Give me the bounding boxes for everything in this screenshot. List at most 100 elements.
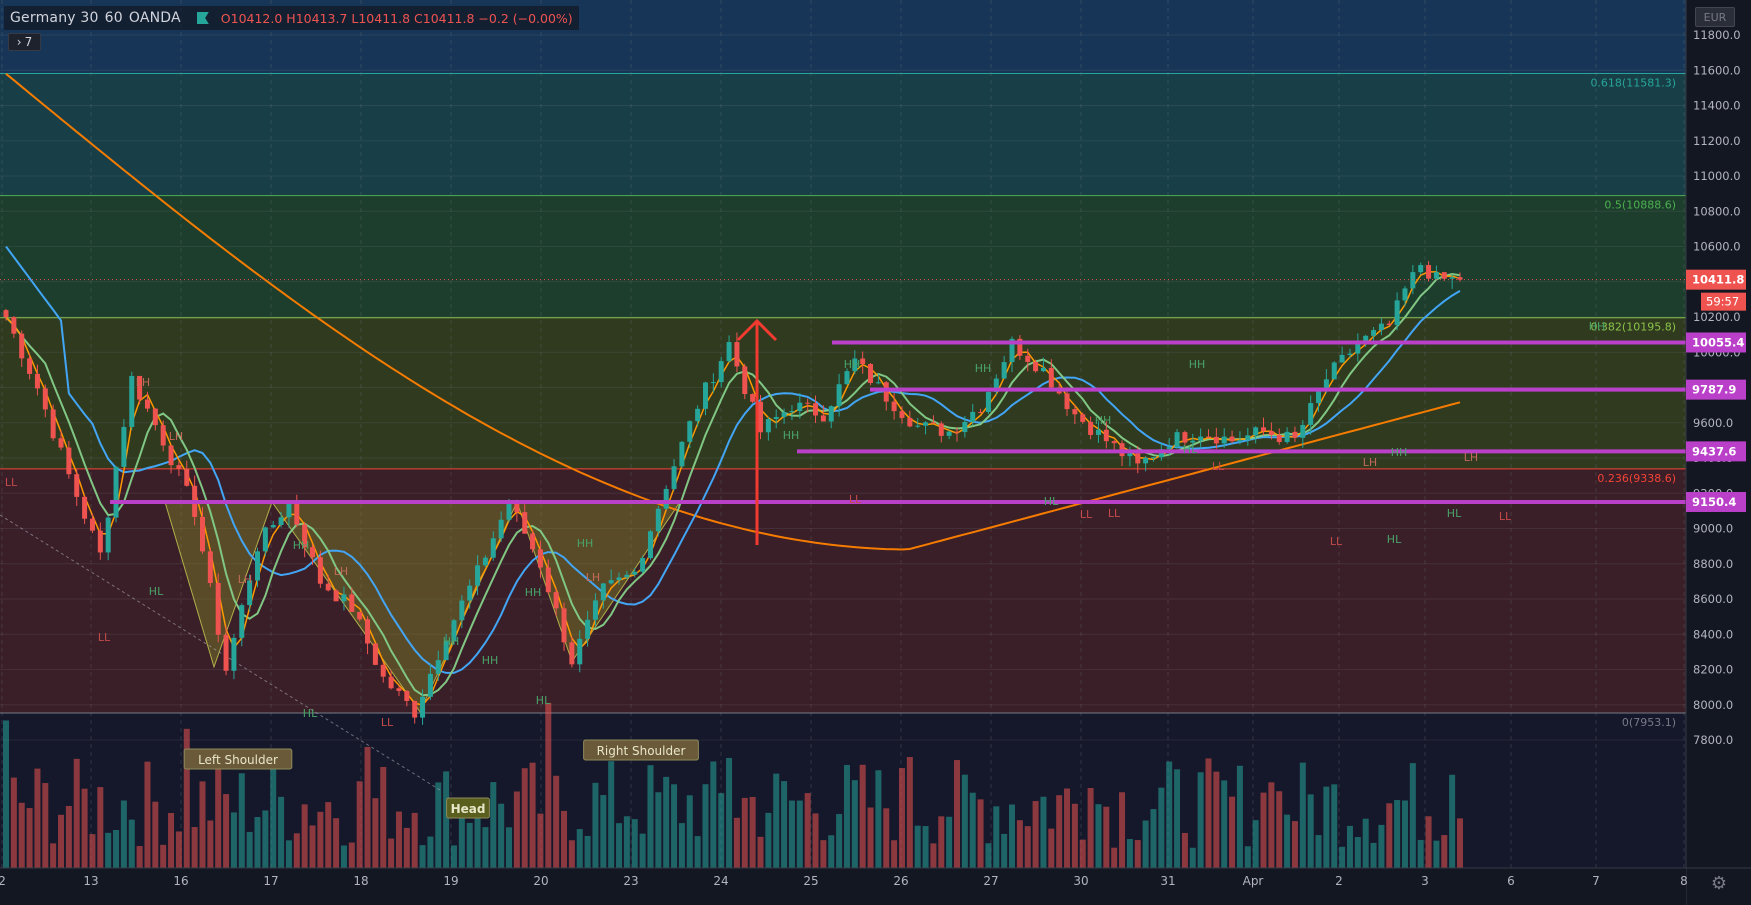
volume-bar [694, 836, 701, 868]
candle-body [1386, 323, 1392, 326]
currency-button[interactable]: EUR [1695, 7, 1735, 27]
candle-body [1205, 436, 1211, 438]
candle-body [199, 516, 205, 552]
volume-bar [128, 819, 135, 868]
swing-label: HH [1095, 414, 1112, 427]
time-label: 17 [263, 874, 278, 888]
volume-bar [1354, 837, 1361, 868]
time-label: 30 [1073, 874, 1088, 888]
volume-bar [1307, 794, 1314, 868]
volume-bar [1229, 796, 1236, 868]
candle-body [836, 384, 842, 407]
price-tick: 8000.0 [1693, 698, 1733, 712]
candle-body [1009, 338, 1015, 363]
chevron-right-icon: › [16, 35, 22, 49]
volume-bar [97, 787, 104, 868]
target-arrow [736, 318, 778, 545]
candle-body [137, 375, 143, 400]
price-tick: 11600.0 [1693, 63, 1741, 77]
candle-body [616, 577, 622, 581]
time-label: 8 [1680, 874, 1688, 888]
volume-bar [285, 840, 292, 868]
volume-bar [482, 827, 489, 868]
candle-body [797, 402, 803, 412]
volume-bar [34, 768, 41, 868]
volume-bar [58, 814, 65, 868]
candle-body [545, 567, 551, 593]
candle-body [286, 501, 292, 518]
candle-body [868, 364, 874, 383]
flag-icon [196, 12, 209, 24]
volume-bar [246, 831, 253, 868]
volume-bar [380, 766, 387, 868]
candle-body [121, 426, 127, 467]
gear-icon[interactable]: ⚙ [1710, 872, 1728, 894]
countdown-label: 59:57 [1706, 295, 1739, 309]
volume-bar [1260, 792, 1267, 868]
volume-bar [199, 781, 206, 868]
fib-zone [0, 195, 1686, 318]
candle-body [1103, 429, 1109, 442]
candle-body [357, 611, 363, 620]
swing-label: LL [1212, 460, 1225, 473]
level-badge [1686, 379, 1746, 400]
time-label: 19 [443, 874, 458, 888]
volume-bar [930, 843, 937, 868]
volume-bar [411, 812, 418, 868]
price-tick: 11000.0 [1693, 169, 1741, 183]
price-tick: 8400.0 [1693, 627, 1733, 641]
candle-body [1433, 272, 1439, 279]
swing-label: HL [1044, 495, 1059, 508]
volume-bar [340, 845, 347, 868]
candle-body [451, 620, 457, 642]
volume-bar [450, 845, 457, 868]
candle-body [467, 585, 473, 601]
candle-body [231, 637, 237, 671]
interval-label[interactable]: 60 [104, 10, 123, 26]
volume-bar [741, 797, 748, 868]
candle-body [34, 373, 40, 389]
volume-bar [1048, 828, 1055, 868]
volume-bar [1284, 814, 1291, 868]
price-axis: 11800.0 11600.0 11400.0 11200.0 11000.0 10800… [1685, 0, 1751, 905]
candle-body [624, 574, 630, 578]
candle-body [1457, 277, 1463, 280]
volume-bar [883, 808, 890, 868]
swing-label: LH [1363, 456, 1377, 469]
candle-body [459, 600, 465, 621]
volume-bar [105, 832, 112, 868]
indicators-toggle-button[interactable]: › 7 [8, 33, 41, 51]
candle-body [1111, 441, 1117, 444]
time-label: Apr [1243, 874, 1264, 888]
volume-bar [160, 844, 167, 868]
candle-body [270, 524, 276, 528]
time-label: 6 [1507, 874, 1515, 888]
volume-bar [584, 835, 591, 868]
time-label: 25 [803, 874, 818, 888]
volume-bar [1064, 788, 1071, 868]
candle-body [577, 638, 583, 665]
candle-body [388, 676, 394, 689]
volume-bar [309, 825, 316, 868]
arrow-head [736, 318, 778, 342]
candle-body [443, 641, 449, 661]
volume-bar [773, 773, 780, 868]
volume-bar [50, 843, 57, 868]
volume-bar [81, 788, 88, 868]
volume-bar [120, 800, 127, 868]
price-tick: 8800.0 [1693, 557, 1733, 571]
candle-body [946, 431, 952, 436]
candle-body [1198, 436, 1204, 441]
candle-body [726, 342, 732, 362]
ema-200-line [5, 73, 1461, 551]
candle-body [1135, 453, 1141, 464]
volume-bar [568, 840, 575, 868]
volume-bar [89, 834, 96, 868]
candle-body [805, 402, 811, 404]
symbol-name[interactable]: Germany 30 [10, 10, 99, 26]
candle-body [302, 524, 308, 548]
candle-body [1088, 421, 1094, 435]
candle-body [412, 701, 418, 718]
symbol-header[interactable]: Germany 30 60 OANDA O10412.0 H10413.7 L1… [4, 6, 579, 30]
